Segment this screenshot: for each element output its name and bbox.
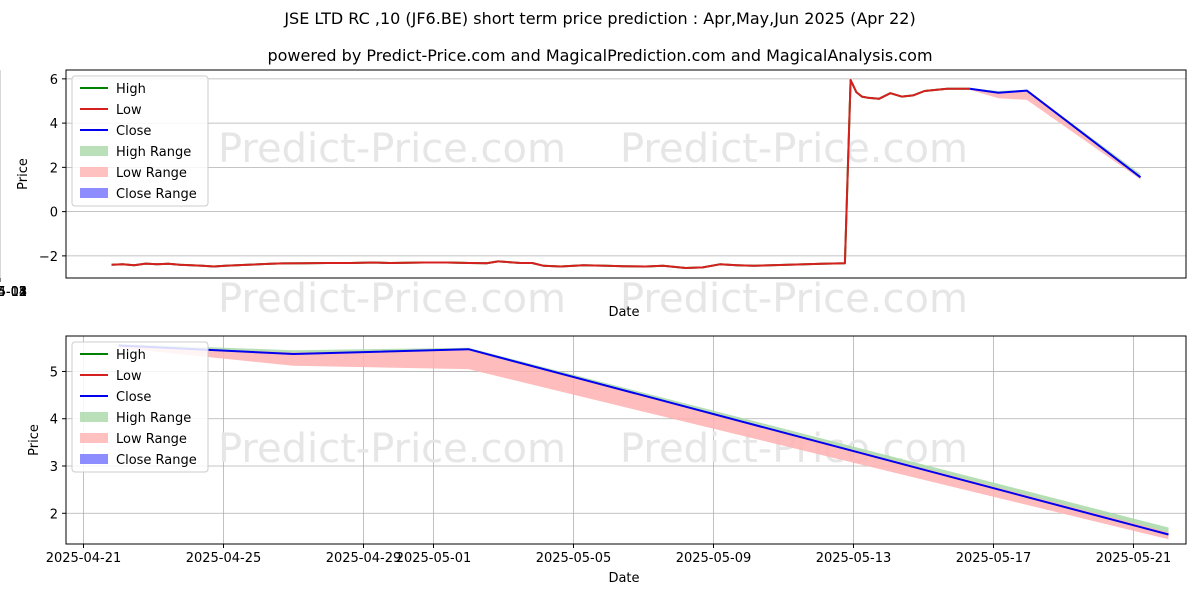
y-tick-label: 5 bbox=[50, 365, 58, 380]
x-tick-label: 2025-05-05 bbox=[536, 551, 612, 566]
watermark-text: Predict-Price.com bbox=[218, 126, 566, 172]
chart-title: JSE LTD RC ,10 (JF6.BE) short term price… bbox=[284, 9, 916, 28]
x-tick-label: 2025-05-01 bbox=[396, 551, 472, 566]
legend-label: High Range bbox=[116, 145, 191, 160]
y-tick-label: 6 bbox=[50, 73, 58, 88]
x-tick-label: 2025-05-09 bbox=[676, 551, 752, 566]
y-tick-label: 4 bbox=[50, 413, 58, 428]
legend-swatch-patch bbox=[80, 167, 108, 177]
legend-label: Close Range bbox=[116, 187, 197, 202]
high-series-line bbox=[111, 79, 970, 269]
legend: High Low Close High Range Low Range Close Ran… bbox=[71, 341, 209, 473]
x-tick-label: 2025-03 bbox=[0, 285, 27, 300]
x-tick-label: 2025-05-21 bbox=[1096, 551, 1172, 566]
x-tick-label: 2025-02 bbox=[0, 285, 27, 300]
x-tick-label: 2025-05-17 bbox=[956, 551, 1032, 566]
high-range-band bbox=[970, 88, 1141, 178]
chart-panel-bottom: Predict-Price.com Predict-Price.com2025-0… bbox=[27, 335, 1187, 586]
legend-swatch-patch bbox=[80, 146, 108, 156]
chart-panel-top: Predict-Price.com Predict-Price.com Predic… bbox=[0, 69, 1187, 322]
legend-label: Close bbox=[116, 124, 151, 139]
legend-label: Low Range bbox=[116, 166, 187, 181]
y-tick-label: 2 bbox=[50, 161, 58, 176]
x-tick-label: 2025-05 bbox=[0, 285, 27, 300]
watermark-text: Predict-Price.com bbox=[620, 276, 968, 322]
y-axis-label: Price bbox=[27, 424, 42, 456]
x-axis-label: Date bbox=[608, 305, 639, 320]
legend-label: High bbox=[116, 348, 146, 363]
legend-label: Low bbox=[116, 103, 142, 118]
watermark-text: Predict-Price.com bbox=[218, 426, 566, 472]
x-tick-label: 2025-05-13 bbox=[816, 551, 892, 566]
y-tick-label: 3 bbox=[50, 460, 58, 475]
legend-label: High bbox=[116, 82, 146, 97]
y-tick-label: −2 bbox=[39, 250, 58, 265]
x-tick-label: 2025-04-29 bbox=[326, 551, 402, 566]
watermark-text: Predict-Price.com bbox=[620, 126, 968, 172]
y-tick-label: 2 bbox=[50, 507, 58, 522]
x-tick-label: 2025-01 bbox=[0, 285, 27, 300]
legend-swatch-patch bbox=[80, 412, 108, 422]
legend-swatch-patch bbox=[80, 454, 108, 464]
x-tick-label: 2025-04-25 bbox=[186, 551, 262, 566]
legend-label: Low Range bbox=[116, 432, 187, 447]
legend-swatch-patch bbox=[80, 188, 108, 198]
plot-frame bbox=[65, 335, 1187, 545]
close-series-line bbox=[969, 87, 1142, 179]
y-axis-label: Price bbox=[16, 158, 31, 190]
legend-swatch-patch bbox=[80, 433, 108, 443]
legend-label: Low bbox=[116, 369, 142, 384]
legend-label: Close Range bbox=[116, 453, 197, 468]
legend-label: Close bbox=[116, 390, 151, 405]
low-series-line bbox=[111, 79, 970, 269]
x-tick-label: 2025-04 bbox=[0, 285, 27, 300]
legend: High Low Close High Range Low Range Close Ran… bbox=[71, 75, 209, 207]
x-tick-label: 2025-04-21 bbox=[46, 551, 122, 566]
plot-frame bbox=[65, 69, 1187, 279]
chart-subtitle: powered by Predict-Price.com and Magical… bbox=[267, 46, 933, 65]
legend-label: High Range bbox=[116, 411, 191, 426]
plot-area bbox=[111, 79, 1142, 269]
low-range-band bbox=[970, 88, 1141, 180]
x-axis-label: Date bbox=[608, 571, 639, 586]
y-tick-label: 0 bbox=[50, 206, 58, 221]
watermark-text: Predict-Price.com bbox=[218, 276, 566, 322]
y-tick-label: 4 bbox=[50, 117, 58, 132]
